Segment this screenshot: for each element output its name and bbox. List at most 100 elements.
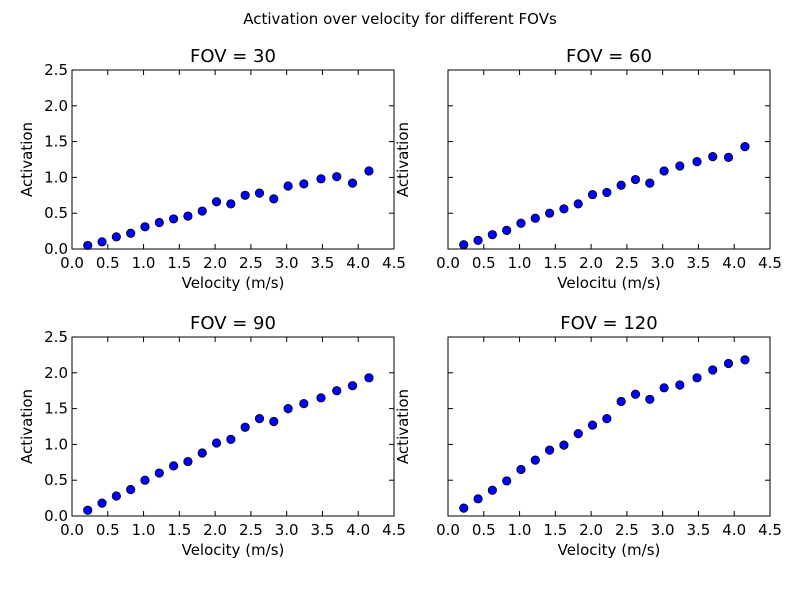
x-tick-label: 4.5: [382, 254, 406, 272]
subplot-title: FOV = 120: [560, 313, 657, 334]
data-point: [587, 420, 598, 430]
x-tick-label: 0.0: [436, 521, 460, 539]
data-point: [269, 416, 279, 427]
data-point: [126, 228, 136, 238]
data-point: [226, 199, 236, 209]
data-point: [254, 188, 265, 198]
x-tick-label: 3.5: [687, 521, 711, 539]
data-point: [740, 142, 750, 152]
x-tick-label: 2.5: [615, 254, 639, 272]
x-tick-label: 1.5: [167, 254, 191, 272]
data-point: [183, 211, 193, 221]
data-point: [364, 166, 374, 176]
data-point: [83, 505, 93, 515]
data-point: [659, 166, 669, 176]
data-point: [587, 189, 598, 200]
y-tick-label: 2.5: [44, 61, 68, 79]
data-point: [616, 180, 626, 190]
x-tick-label: 3.0: [275, 254, 299, 272]
subplot-3: FOV = 90 0.0 0.5 1.0 1.5 2.0 2.5 3.0 3.5 4.0 4.5 0.…: [18, 313, 406, 559]
x-tick-label: 0.5: [472, 521, 496, 539]
x-axis-label: Velocity (m/s): [558, 541, 661, 559]
data-point: [283, 181, 293, 191]
x-axis-label: Velocitu (m/s): [557, 274, 660, 292]
plot-area: [71, 336, 395, 517]
data-point: [154, 217, 164, 228]
subplot-grid: FOV = 30 0.0 0.5 1.0 1.5 2.0 2.5 3.0 3.5 4.0 4.5 0.…: [18, 46, 782, 559]
x-axis-label: Velocity (m/s): [182, 274, 285, 292]
y-axis-label: Activation: [18, 122, 36, 197]
x-tick-label: 1.0: [508, 254, 532, 272]
data-point: [211, 438, 222, 448]
x-tick-label: 2.5: [239, 521, 263, 539]
data-point: [332, 172, 342, 182]
data-point: [140, 475, 150, 485]
x-tick-label: 1.0: [132, 254, 156, 272]
y-tick-label: 1.0: [44, 168, 68, 186]
data-point: [723, 358, 734, 369]
data-point: [675, 380, 685, 390]
data-point: [269, 194, 279, 204]
x-tick-label: 4.5: [758, 254, 782, 272]
subplot-title: FOV = 60: [566, 46, 652, 67]
data-point: [616, 396, 626, 407]
x-tick-label: 3.0: [275, 521, 299, 539]
subplot-2: FOV = 60 0.0 0.5 1.0 1.5 2.0 2.5 3.0 3.5 4.0 4.5 Ve…: [394, 46, 782, 292]
data-point: [347, 178, 358, 188]
y-tick-label: 1.5: [44, 400, 68, 418]
x-tick-label: 3.0: [651, 254, 675, 272]
x-tick-label: 2.0: [203, 254, 227, 272]
x-tick-label: 2.0: [579, 521, 603, 539]
x-tick-label: 0.5: [96, 521, 120, 539]
data-point: [630, 389, 641, 399]
x-tick-label: 0.0: [60, 521, 84, 539]
data-point: [723, 152, 734, 162]
data-point: [473, 235, 483, 246]
data-point: [559, 440, 569, 450]
data-point: [154, 468, 164, 478]
y-axis-label: Activation: [18, 389, 36, 464]
x-tick-label: 1.0: [508, 521, 532, 539]
y-tick-label: 2.0: [44, 97, 68, 115]
x-tick-label: 2.0: [579, 254, 603, 272]
data-point: [97, 237, 107, 247]
subplot-1: FOV = 30 0.0 0.5 1.0 1.5 2.0 2.5 3.0 3.5 4.0 4.5 0.…: [18, 46, 406, 292]
x-tick-label: 3.5: [311, 521, 335, 539]
data-point: [111, 491, 121, 501]
data-point: [169, 214, 179, 224]
y-tick-label: 1.5: [44, 133, 68, 151]
data-point: [545, 208, 555, 218]
data-point: [97, 498, 107, 508]
data-point: [516, 218, 526, 228]
x-tick-label: 1.5: [167, 521, 191, 539]
data-point: [530, 455, 540, 465]
x-tick-label: 4.0: [346, 254, 370, 272]
x-tick-label: 3.5: [687, 254, 711, 272]
x-tick-label: 4.0: [346, 521, 370, 539]
x-tick-label: 2.5: [615, 521, 639, 539]
data-point: [602, 187, 612, 198]
data-point: [197, 448, 207, 458]
y-tick-label: 0.5: [44, 471, 68, 489]
data-point: [573, 199, 583, 209]
data-point: [708, 152, 718, 162]
data-point: [140, 222, 150, 232]
x-tick-label: 0.0: [60, 254, 84, 272]
y-axis-label: Activation: [394, 389, 412, 464]
y-tick-label: 2.0: [44, 364, 68, 382]
data-point: [502, 225, 512, 235]
subplot-title: FOV = 90: [190, 313, 276, 334]
x-tick-label: 1.5: [543, 521, 567, 539]
x-tick-label: 4.5: [758, 521, 782, 539]
data-point: [573, 429, 583, 439]
data-point: [645, 178, 655, 188]
data-point: [675, 161, 685, 171]
y-tick-label: 0.0: [44, 507, 68, 525]
data-point: [83, 240, 93, 251]
y-tick-label: 0.0: [44, 240, 68, 258]
data-point: [630, 174, 641, 185]
data-point: [347, 381, 358, 391]
figure-suptitle: Activation over velocity for different F…: [243, 10, 557, 28]
data-point: [240, 422, 250, 432]
data-point: [530, 213, 540, 223]
